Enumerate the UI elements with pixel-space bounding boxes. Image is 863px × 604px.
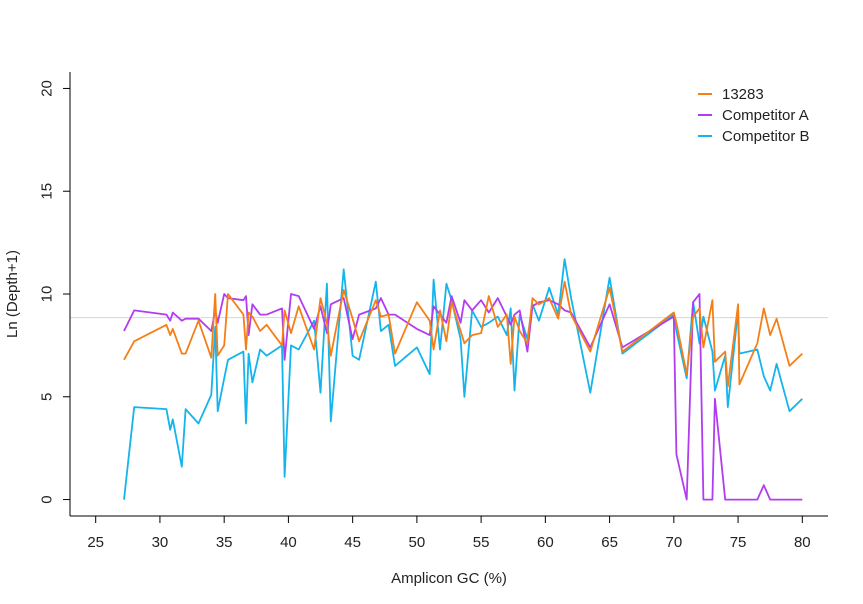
y-tick-label: 0 xyxy=(38,495,55,503)
legend-item: 13283 xyxy=(698,86,764,103)
series-layer xyxy=(123,258,803,501)
legend-item: Competitor B xyxy=(698,128,810,145)
x-tick-label: 50 xyxy=(409,534,426,551)
legend: 13283 Competitor A Competitor B xyxy=(698,86,810,145)
x-tick-label: 25 xyxy=(87,534,104,551)
x-tick-label: 60 xyxy=(537,534,554,551)
x-tick-label: 55 xyxy=(473,534,490,551)
y-tick-label: 20 xyxy=(38,80,55,97)
x-tick-label: 45 xyxy=(344,534,361,551)
series-line-competitor-a xyxy=(123,293,803,501)
y-tick-label: 5 xyxy=(38,393,55,401)
legend-label: Competitor A xyxy=(722,107,809,124)
x-tick-label: 40 xyxy=(280,534,297,551)
legend-label: Competitor B xyxy=(722,128,810,145)
legend-label: 13283 xyxy=(722,86,764,103)
x-axis-title: Amplicon GC (%) xyxy=(391,570,507,587)
x-tick-label: 75 xyxy=(730,534,747,551)
x-tick-label: 65 xyxy=(601,534,618,551)
x-tick-label: 35 xyxy=(216,534,233,551)
x-tick-label: 30 xyxy=(152,534,169,551)
y-axis-title: Ln (Depth+1) xyxy=(4,250,21,338)
series-line-13283 xyxy=(123,280,803,388)
x-tick-label: 70 xyxy=(665,534,682,551)
y-tick-label: 15 xyxy=(38,183,55,200)
y-tick-label: 10 xyxy=(38,286,55,303)
x-tick-label: 80 xyxy=(794,534,811,551)
legend-item: Competitor A xyxy=(698,107,809,124)
axes-layer: 25 30 35 40 45 50 55 60 65 70 75 80 0 5 10 15 20 xyxy=(38,72,828,551)
